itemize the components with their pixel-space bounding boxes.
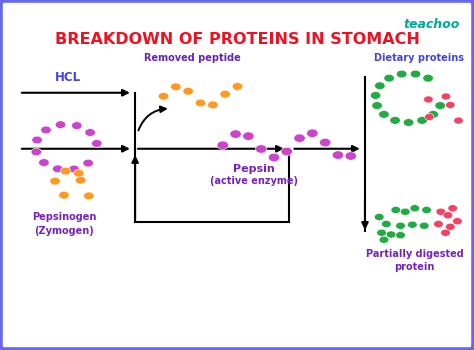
Text: BREAKDOWN OF PROTEINS IN STOMACH: BREAKDOWN OF PROTEINS IN STOMACH — [55, 32, 419, 47]
Circle shape — [220, 90, 230, 98]
Circle shape — [217, 141, 228, 149]
Text: Pepsinogen: Pepsinogen — [32, 212, 96, 222]
Circle shape — [83, 192, 94, 199]
Circle shape — [183, 88, 193, 95]
Text: (Zymogen): (Zymogen) — [34, 226, 94, 236]
Circle shape — [384, 74, 394, 82]
Circle shape — [403, 119, 414, 126]
Circle shape — [446, 223, 455, 230]
Circle shape — [319, 138, 331, 147]
Circle shape — [72, 122, 82, 130]
Circle shape — [401, 208, 410, 215]
Circle shape — [448, 205, 457, 212]
Circle shape — [345, 152, 356, 160]
Text: teachoo: teachoo — [403, 18, 460, 30]
Circle shape — [453, 218, 462, 225]
Circle shape — [424, 96, 433, 103]
Circle shape — [59, 191, 69, 199]
Circle shape — [396, 70, 407, 78]
Circle shape — [386, 231, 396, 238]
Circle shape — [428, 111, 438, 118]
Circle shape — [294, 134, 305, 142]
Circle shape — [332, 151, 344, 159]
Circle shape — [41, 126, 51, 134]
Circle shape — [281, 147, 292, 156]
Circle shape — [73, 169, 84, 177]
Circle shape — [446, 102, 455, 108]
Circle shape — [91, 140, 102, 147]
Circle shape — [435, 102, 446, 110]
Circle shape — [396, 222, 405, 229]
Text: Pepsin: Pepsin — [233, 163, 274, 174]
Circle shape — [391, 206, 401, 214]
Circle shape — [441, 93, 451, 100]
Text: Dietary proteins: Dietary proteins — [374, 53, 465, 63]
Circle shape — [425, 113, 434, 120]
Circle shape — [372, 102, 382, 110]
Circle shape — [423, 74, 433, 82]
Text: (active enzyme): (active enzyme) — [210, 176, 298, 186]
Circle shape — [268, 153, 280, 162]
Circle shape — [255, 145, 267, 153]
Circle shape — [195, 99, 206, 107]
Circle shape — [390, 117, 401, 124]
Circle shape — [396, 232, 405, 239]
Circle shape — [417, 117, 427, 124]
Text: Partially digested: Partially digested — [366, 249, 464, 259]
Circle shape — [158, 92, 169, 100]
Circle shape — [230, 130, 241, 138]
Circle shape — [441, 229, 450, 236]
Circle shape — [436, 208, 446, 215]
Circle shape — [410, 70, 421, 78]
Circle shape — [208, 101, 218, 109]
Circle shape — [374, 214, 384, 220]
Circle shape — [53, 165, 63, 173]
Text: Removed peptide: Removed peptide — [144, 53, 240, 63]
Circle shape — [75, 176, 86, 184]
Circle shape — [171, 83, 181, 91]
Circle shape — [69, 165, 79, 173]
Circle shape — [243, 132, 254, 140]
Circle shape — [419, 222, 429, 229]
Circle shape — [434, 220, 443, 228]
Circle shape — [408, 221, 417, 228]
Circle shape — [377, 229, 386, 236]
Circle shape — [83, 159, 93, 167]
Circle shape — [374, 82, 385, 90]
Circle shape — [370, 92, 381, 99]
Text: protein: protein — [394, 262, 435, 272]
Circle shape — [307, 129, 318, 138]
Text: HCL: HCL — [55, 71, 81, 84]
Circle shape — [232, 83, 243, 90]
Circle shape — [32, 136, 42, 144]
Circle shape — [454, 117, 463, 124]
Circle shape — [85, 129, 95, 137]
Circle shape — [382, 220, 391, 228]
Circle shape — [55, 121, 66, 128]
Circle shape — [379, 111, 389, 118]
Circle shape — [422, 206, 431, 214]
Circle shape — [31, 148, 42, 156]
Circle shape — [443, 212, 453, 219]
Circle shape — [379, 236, 389, 243]
Circle shape — [410, 205, 419, 212]
Circle shape — [50, 177, 60, 185]
Circle shape — [60, 167, 71, 175]
Circle shape — [39, 159, 49, 166]
